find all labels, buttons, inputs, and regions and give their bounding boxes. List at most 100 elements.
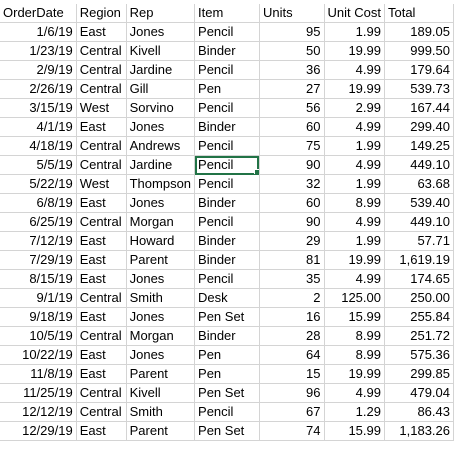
cell-region[interactable]: East: [76, 345, 127, 365]
cell-unit-cost[interactable]: 4.99: [324, 155, 385, 175]
cell-rep[interactable]: Smith: [126, 402, 196, 422]
cell-order-date[interactable]: 4/1/19: [0, 117, 77, 137]
cell-region[interactable]: Central: [76, 326, 127, 346]
cell-units[interactable]: 60: [259, 117, 325, 137]
cell-unit-cost[interactable]: 1.99: [324, 231, 385, 251]
header-cell-unit-cost[interactable]: Unit Cost: [324, 4, 385, 23]
cell-rep[interactable]: Kivell: [126, 383, 196, 403]
cell-unit-cost[interactable]: 19.99: [324, 41, 385, 61]
cell-item[interactable]: Binder: [194, 326, 260, 346]
cell-unit-cost[interactable]: 4.99: [324, 212, 385, 232]
cell-rep[interactable]: Smith: [126, 288, 196, 308]
cell-total[interactable]: 575.36: [384, 345, 454, 365]
cell-total[interactable]: 1,619.19: [384, 250, 454, 270]
cell-unit-cost[interactable]: 125.00: [324, 288, 385, 308]
cell-units[interactable]: 90: [259, 155, 325, 175]
cell-unit-cost[interactable]: 4.99: [324, 269, 385, 289]
header-cell-units[interactable]: Units: [259, 4, 325, 23]
cell-item[interactable]: Binder: [194, 231, 260, 251]
cell-rep[interactable]: Jones: [126, 345, 196, 365]
cell-order-date[interactable]: 1/6/19: [0, 22, 77, 42]
cell-unit-cost[interactable]: 4.99: [324, 383, 385, 403]
cell-unit-cost[interactable]: 15.99: [324, 307, 385, 327]
cell-item[interactable]: Pen: [194, 345, 260, 365]
cell-region[interactable]: East: [76, 421, 127, 441]
cell-total[interactable]: 174.65: [384, 269, 454, 289]
cell-rep[interactable]: Sorvino: [126, 98, 196, 118]
cell-rep[interactable]: Jones: [126, 269, 196, 289]
cell-total[interactable]: 299.40: [384, 117, 454, 137]
cell-region[interactable]: East: [76, 231, 127, 251]
cell-order-date[interactable]: 8/15/19: [0, 269, 77, 289]
cell-units[interactable]: 67: [259, 402, 325, 422]
cell-item[interactable]: Pencil: [194, 402, 260, 422]
cell-order-date[interactable]: 5/22/19: [0, 174, 77, 194]
cell-rep[interactable]: Jones: [126, 307, 196, 327]
cell-total[interactable]: 1,183.26: [384, 421, 454, 441]
cell-units[interactable]: 90: [259, 212, 325, 232]
cell-item[interactable]: Binder: [194, 250, 260, 270]
cell-item[interactable]: Pencil: [194, 269, 260, 289]
cell-region[interactable]: Central: [76, 383, 127, 403]
cell-units[interactable]: 50: [259, 41, 325, 61]
cell-rep[interactable]: Howard: [126, 231, 196, 251]
cell-total[interactable]: 999.50: [384, 41, 454, 61]
cell-order-date[interactable]: 6/8/19: [0, 193, 77, 213]
cell-order-date[interactable]: 10/5/19: [0, 326, 77, 346]
cell-region[interactable]: West: [76, 174, 127, 194]
cell-unit-cost[interactable]: 8.99: [324, 193, 385, 213]
cell-order-date[interactable]: 11/25/19: [0, 383, 77, 403]
cell-order-date[interactable]: 2/9/19: [0, 60, 77, 80]
cell-item[interactable]: Pen Set: [194, 421, 260, 441]
cell-order-date[interactable]: 5/5/19: [0, 155, 77, 175]
cell-rep[interactable]: Jones: [126, 117, 196, 137]
cell-order-date[interactable]: 10/22/19: [0, 345, 77, 365]
cell-units[interactable]: 32: [259, 174, 325, 194]
cell-unit-cost[interactable]: 4.99: [324, 117, 385, 137]
cell-rep[interactable]: Andrews: [126, 136, 196, 156]
cell-total[interactable]: 63.68: [384, 174, 454, 194]
cell-units[interactable]: 27: [259, 79, 325, 99]
cell-rep[interactable]: Jardine: [126, 155, 196, 175]
cell-units[interactable]: 56: [259, 98, 325, 118]
selected-cell[interactable]: Pencil: [194, 155, 260, 175]
cell-units[interactable]: 60: [259, 193, 325, 213]
cell-total[interactable]: 86.43: [384, 402, 454, 422]
cell-region[interactable]: Central: [76, 155, 127, 175]
cell-region[interactable]: East: [76, 364, 127, 384]
cell-item[interactable]: Pen Set: [194, 383, 260, 403]
cell-units[interactable]: 35: [259, 269, 325, 289]
cell-unit-cost[interactable]: 4.99: [324, 60, 385, 80]
cell-unit-cost[interactable]: 1.29: [324, 402, 385, 422]
cell-region[interactable]: East: [76, 117, 127, 137]
cell-unit-cost[interactable]: 1.99: [324, 22, 385, 42]
cell-region[interactable]: Central: [76, 79, 127, 99]
cell-total[interactable]: 179.64: [384, 60, 454, 80]
cell-total[interactable]: 57.71: [384, 231, 454, 251]
cell-units[interactable]: 64: [259, 345, 325, 365]
cell-total[interactable]: 449.10: [384, 212, 454, 232]
cell-order-date[interactable]: 3/15/19: [0, 98, 77, 118]
cell-unit-cost[interactable]: 2.99: [324, 98, 385, 118]
cell-region[interactable]: East: [76, 193, 127, 213]
cell-unit-cost[interactable]: 19.99: [324, 79, 385, 99]
cell-unit-cost[interactable]: 1.99: [324, 174, 385, 194]
cell-item[interactable]: Desk: [194, 288, 260, 308]
cell-total[interactable]: 479.04: [384, 383, 454, 403]
cell-region[interactable]: Central: [76, 402, 127, 422]
cell-rep[interactable]: Morgan: [126, 326, 196, 346]
cell-order-date[interactable]: 6/25/19: [0, 212, 77, 232]
cell-item[interactable]: Pencil: [194, 98, 260, 118]
cell-order-date[interactable]: 4/18/19: [0, 136, 77, 156]
cell-region[interactable]: West: [76, 98, 127, 118]
cell-total[interactable]: 250.00: [384, 288, 454, 308]
cell-units[interactable]: 15: [259, 364, 325, 384]
cell-region[interactable]: Central: [76, 136, 127, 156]
cell-order-date[interactable]: 9/1/19: [0, 288, 77, 308]
cell-order-date[interactable]: 1/23/19: [0, 41, 77, 61]
cell-units[interactable]: 16: [259, 307, 325, 327]
cell-region[interactable]: Central: [76, 41, 127, 61]
cell-units[interactable]: 36: [259, 60, 325, 80]
cell-total[interactable]: 539.40: [384, 193, 454, 213]
cell-item[interactable]: Pencil: [194, 212, 260, 232]
